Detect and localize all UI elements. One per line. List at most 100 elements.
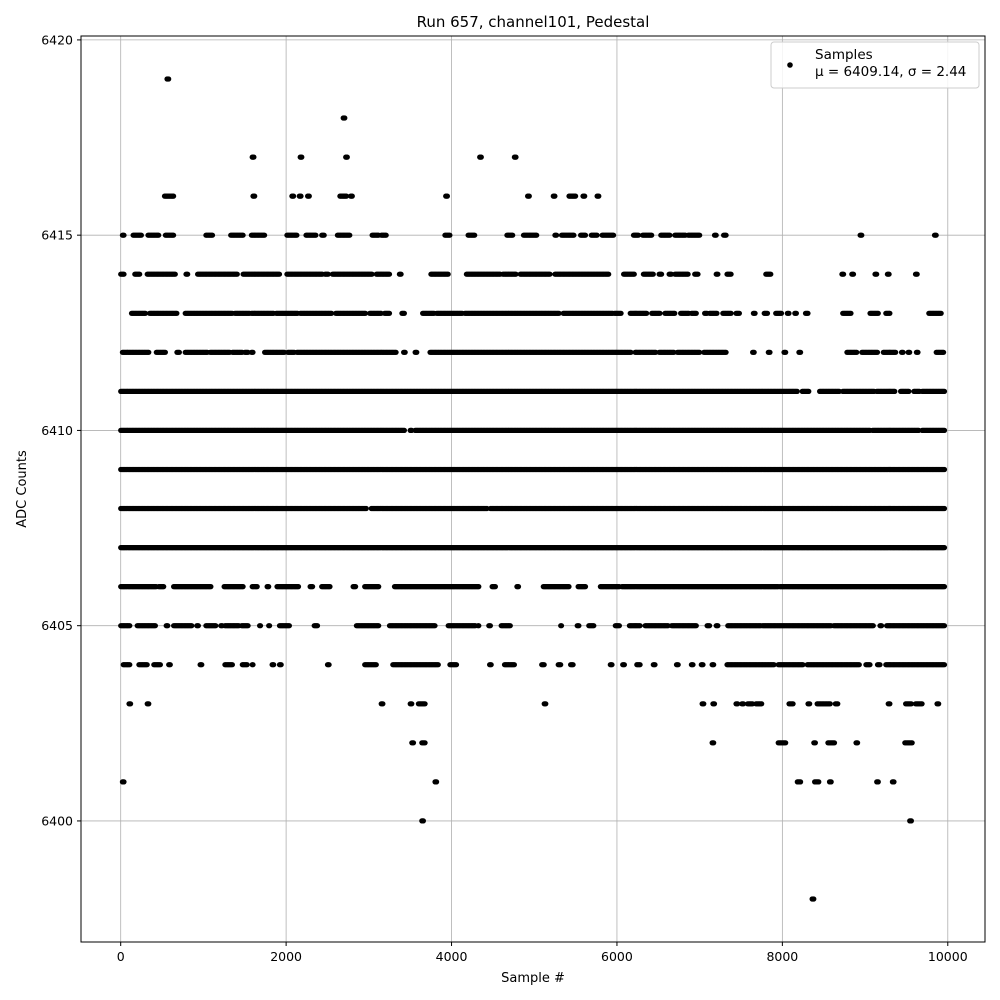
data-point [886,271,892,277]
data-point [121,232,127,238]
data-point [344,154,350,160]
data-point [299,154,305,160]
data-point [250,349,256,355]
data-point [874,349,881,355]
data-point [513,271,519,277]
data-point [171,193,177,199]
data-point [234,271,240,277]
data-point [736,310,743,316]
data-point [386,271,393,277]
data-point [240,232,246,238]
data-point [713,232,719,238]
data-point [659,271,665,277]
data-point [552,193,558,199]
data-point [606,271,612,277]
data-point [941,349,947,355]
data-point [850,271,857,277]
data-point [723,232,729,238]
data-point [472,232,478,238]
data-point [172,271,178,277]
data-point [571,232,577,238]
data-point [695,271,701,277]
data-point [329,310,335,316]
data-point [805,310,811,316]
data-point [291,193,297,199]
data-point [142,310,149,316]
data-point [138,232,144,238]
data-point [649,232,655,238]
data-point [402,349,408,355]
data-point [321,232,327,238]
data-point [848,310,854,316]
data-point [854,349,860,355]
data-point [859,232,865,238]
data-point [582,193,588,199]
data-point [176,349,182,355]
data-point [294,232,300,238]
data-point [907,349,913,355]
data-point [751,349,757,355]
data-point [137,271,143,277]
data-point [900,349,906,355]
data-point [874,271,880,277]
data-point [313,232,319,238]
data-point [349,193,355,199]
data-point [252,193,258,199]
data-point [156,232,162,238]
data-point [594,232,600,238]
data-point [841,271,847,277]
data-point [941,427,948,433]
data-point [343,193,350,199]
data-point [635,232,642,238]
data-point [906,388,912,394]
data-point [798,349,804,355]
data-point [556,310,562,316]
data-point [513,154,519,160]
data-point [383,232,389,238]
data-point [715,271,721,277]
data-point [693,310,699,316]
data-point [697,232,703,238]
data-point [401,427,407,433]
data-points [118,76,948,902]
data-point [447,232,453,238]
data-point [723,349,729,355]
data-point [573,193,579,199]
data-point [401,310,407,316]
data-point [915,349,921,355]
data-point [398,271,404,277]
data-point [786,310,792,316]
data-point [764,310,771,316]
plot-area [81,36,985,942]
data-point [510,232,516,238]
data-point [171,232,177,238]
data-point [445,271,451,277]
data-point [938,310,944,316]
data-point [166,76,172,82]
data-point [174,310,180,316]
data-point [276,271,283,277]
data-point [914,271,920,277]
data-point [794,388,800,394]
data-point [875,310,881,316]
data-point [596,193,602,199]
data-point [262,232,268,238]
data-point [793,310,800,316]
data-point [618,310,624,316]
data-point [121,271,127,277]
data-point [685,271,691,277]
data-point [554,232,560,238]
data-point [547,271,553,277]
data-point [892,388,898,394]
data-point [893,349,899,355]
data-point [933,232,939,238]
data-point [209,232,216,238]
data-point [362,310,369,316]
data-point [644,310,650,316]
data-point [783,349,789,355]
data-point [728,271,734,277]
data-point [768,271,774,277]
data-point [752,310,758,316]
data-point [325,271,331,277]
